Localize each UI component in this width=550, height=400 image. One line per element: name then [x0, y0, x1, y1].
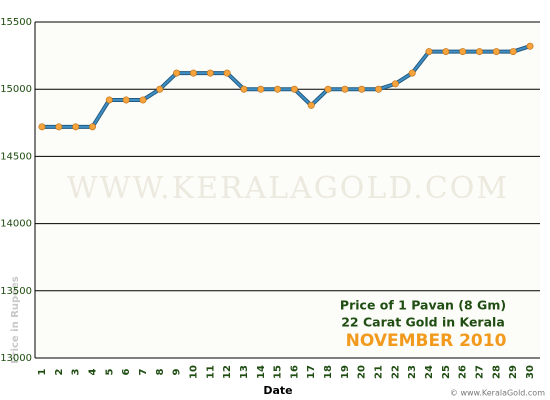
credit: © www.KeralaGold.com: [450, 389, 545, 398]
x-tick-label: 7: [138, 368, 149, 375]
x-tick-label: 1: [37, 368, 48, 375]
plot-area: [35, 22, 540, 358]
x-tick-label: 30: [525, 365, 536, 379]
y-tick-label: 15000: [0, 84, 32, 95]
point: [492, 48, 500, 56]
x-tick-label: 10: [188, 365, 199, 379]
point: [122, 96, 130, 104]
point: [290, 85, 298, 93]
point: [257, 85, 265, 93]
point: [55, 123, 63, 131]
x-tick-label: 25: [441, 365, 452, 379]
x-tick-label: 27: [475, 365, 486, 379]
point: [526, 42, 534, 50]
point: [375, 85, 383, 93]
subtitle: NOVEMBER 2010: [346, 331, 507, 351]
x-tick-label: 19: [340, 365, 351, 379]
point: [88, 123, 96, 131]
x-tick-label: 5: [104, 368, 115, 375]
x-tick-label: 24: [424, 365, 435, 379]
point: [173, 69, 181, 77]
point: [189, 69, 197, 77]
point: [139, 96, 147, 104]
x-tick-label: 17: [306, 365, 317, 379]
y-tick-label: 15500: [0, 17, 32, 28]
x-tick-label: 14: [256, 365, 267, 379]
y-tick-label: 13500: [0, 286, 32, 297]
point: [72, 123, 80, 131]
point: [105, 96, 113, 104]
point: [459, 48, 467, 56]
title-line: 22 Carat Gold in Kerala: [341, 315, 505, 330]
title-line: Price of 1 Pavan (8 Gm): [340, 298, 506, 313]
point: [274, 85, 282, 93]
point: [206, 69, 214, 77]
y-axis-label: Price in Rupees: [10, 276, 21, 363]
y-tick-label: 13000: [0, 353, 32, 364]
point: [476, 48, 484, 56]
point: [240, 85, 248, 93]
x-tick-label: 13: [239, 365, 250, 379]
point: [307, 101, 315, 109]
point: [341, 85, 349, 93]
x-tick-label: 6: [121, 368, 132, 375]
x-tick-label: 23: [407, 365, 418, 379]
x-tick-label: 11: [205, 365, 216, 379]
x-axis-label: Date: [263, 384, 292, 397]
watermark: WWW.KERALAGOLD.COM: [67, 171, 509, 206]
x-tick-label: 2: [54, 368, 65, 375]
point: [358, 85, 366, 93]
y-tick-label: 14500: [0, 151, 32, 162]
x-tick-label: 4: [87, 368, 98, 375]
point: [38, 123, 46, 131]
point: [408, 69, 416, 77]
x-tick-label: 29: [508, 365, 519, 379]
x-tick-label: 26: [458, 365, 469, 379]
x-tick-label: 3: [71, 368, 82, 375]
x-tick-label: 20: [357, 365, 368, 379]
x-tick-label: 28: [491, 365, 502, 379]
point: [425, 48, 433, 56]
x-tick-label: 12: [222, 365, 233, 379]
y-tick-label: 14000: [0, 219, 32, 230]
point: [442, 48, 450, 56]
x-tick-label: 18: [323, 365, 334, 379]
point: [223, 69, 231, 77]
point: [509, 48, 517, 56]
point: [156, 85, 164, 93]
x-tick-label: 16: [289, 365, 300, 379]
x-tick-label: 15: [273, 365, 284, 379]
point: [391, 80, 399, 88]
x-tick-label: 21: [374, 365, 385, 379]
x-tick-label: 9: [172, 368, 183, 375]
x-tick-label: 8: [155, 368, 166, 375]
point: [324, 85, 332, 93]
x-tick-label: 22: [390, 365, 401, 379]
